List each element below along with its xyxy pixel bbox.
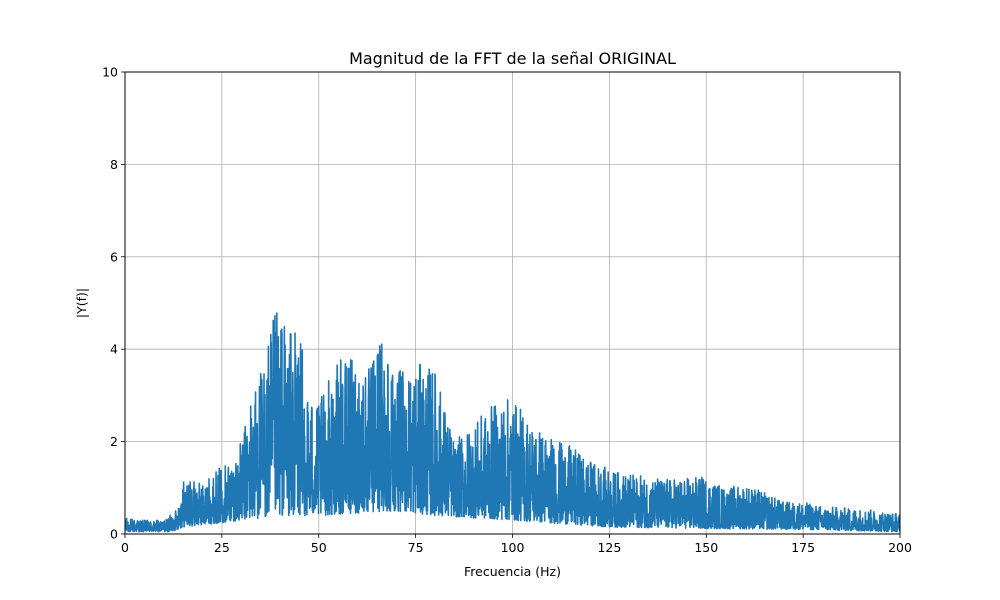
x-tick-label: 100 (501, 540, 525, 555)
y-axis: 0 2 4 6 8 10 (102, 65, 125, 542)
y-tick-label: 8 (110, 157, 118, 172)
y-tick-label: 10 (102, 65, 118, 80)
x-tick-label: 150 (694, 540, 718, 555)
chart-title: Magnitud de la FFT de la señal ORIGINAL (349, 49, 676, 68)
series-line-0 (125, 312, 900, 533)
x-tick-label: 75 (408, 540, 424, 555)
x-axis-label: Frecuencia (Hz) (464, 564, 561, 579)
x-axis: 0 25 50 75 100 125 150 175 200 (121, 534, 912, 555)
x-tick-label: 0 (121, 540, 129, 555)
y-tick-label: 0 (110, 527, 118, 542)
y-tick-label: 2 (110, 434, 118, 449)
y-tick-label: 6 (110, 249, 118, 264)
x-tick-label: 125 (597, 540, 621, 555)
x-tick-label: 200 (888, 540, 912, 555)
x-tick-label: 175 (791, 540, 815, 555)
x-tick-label: 25 (214, 540, 230, 555)
y-tick-label: 4 (110, 342, 118, 357)
y-axis-label: |Y(f)| (74, 288, 89, 318)
x-tick-label: 50 (311, 540, 327, 555)
series-layer (125, 312, 900, 533)
